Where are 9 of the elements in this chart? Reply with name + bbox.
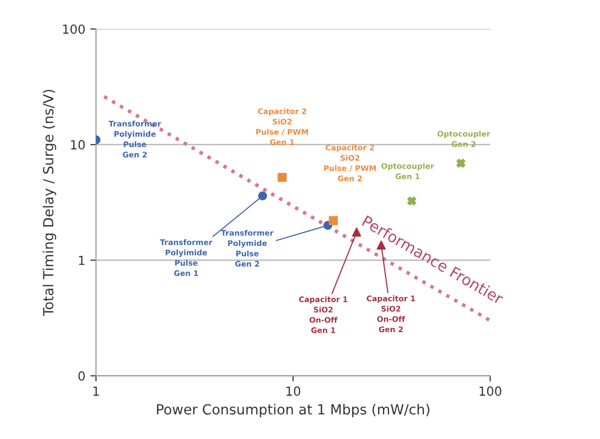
x-tick-label: 100 [480, 386, 502, 396]
y-tick-label: 1 [79, 256, 84, 265]
y-axis-title: Total Timing Delay / Surge (ns/V) [42, 90, 56, 316]
y-tick-label: 0 [78, 371, 85, 381]
y-tick-label: 10 [71, 140, 85, 150]
y-tick-label: 100 [63, 24, 85, 34]
x-tick-label: 1 [93, 386, 99, 396]
x-axis-title: Power Consumption at 1 Mbps (mW/ch) [157, 404, 430, 418]
x-tick-label: 10 [286, 386, 300, 396]
